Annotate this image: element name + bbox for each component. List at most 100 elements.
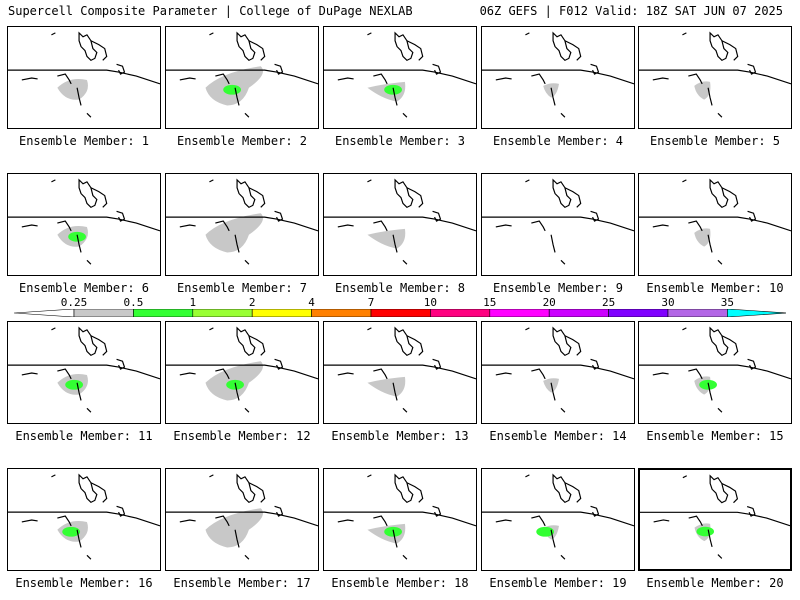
scp-contour-shading xyxy=(694,81,711,100)
member-map-svg xyxy=(639,31,791,118)
member-map-svg xyxy=(8,473,160,560)
scp-contour-shading-green xyxy=(62,526,81,537)
ensemble-member-label: Ensemble Member: 5 xyxy=(649,134,781,148)
legend-swatch xyxy=(192,309,253,317)
ensemble-member-map xyxy=(481,321,635,424)
legend-tick-label: 1 xyxy=(189,296,197,309)
run-valid-time: 06Z GEFS | F012 Valid: 18Z SAT JUN 07 20… xyxy=(479,4,783,18)
legend-swatch xyxy=(133,309,194,317)
legend-tick-label: 20 xyxy=(542,296,556,309)
member-map-svg xyxy=(482,178,634,265)
ensemble-member-map xyxy=(323,26,477,129)
ensemble-member-label: Ensemble Member: 8 xyxy=(334,281,466,295)
member-map-svg xyxy=(324,326,476,413)
ensemble-member-map xyxy=(323,468,477,571)
ensemble-member-label: Ensemble Member: 6 xyxy=(18,281,150,295)
legend-tick-label: 35 xyxy=(720,296,735,309)
ensemble-member-label: Ensemble Member: 17 xyxy=(173,576,311,590)
legend-tick-label: 0.5 xyxy=(123,296,144,309)
legend-swatch xyxy=(14,309,75,317)
legend-swatch xyxy=(370,309,431,317)
ensemble-member-label: Ensemble Member: 20 xyxy=(646,576,784,590)
scp-contour-shading xyxy=(205,508,264,548)
legend-tick-label: 4 xyxy=(308,296,315,309)
legend-swatch xyxy=(727,309,786,317)
legend-tick-label: 25 xyxy=(601,296,616,309)
member-map-svg xyxy=(8,326,160,413)
scp-contour-shading xyxy=(367,376,406,397)
legend-swatch xyxy=(73,309,134,317)
scp-contour-shading-green xyxy=(536,526,555,537)
ensemble-member-map xyxy=(481,26,635,129)
member-map-svg xyxy=(482,31,634,118)
ensemble-member-label: Ensemble Member: 9 xyxy=(492,281,624,295)
ensemble-member-label: Ensemble Member: 7 xyxy=(176,281,308,295)
ensemble-member-map xyxy=(7,26,161,129)
legend-swatch xyxy=(311,309,372,317)
ensemble-member-map xyxy=(165,26,319,129)
member-map-svg xyxy=(482,326,634,413)
ensemble-member-label: Ensemble Member: 4 xyxy=(492,134,624,148)
ensemble-member-map xyxy=(323,321,477,424)
scp-contour-shading-green xyxy=(696,526,715,537)
ensemble-member-label: Ensemble Member: 16 xyxy=(15,576,153,590)
legend-tick-label: 7 xyxy=(367,296,375,309)
ensemble-member-label: Ensemble Member: 19 xyxy=(489,576,627,590)
member-map-svg xyxy=(640,474,790,559)
ensemble-member-map xyxy=(165,173,319,276)
legend-tick-label: 30 xyxy=(661,296,675,309)
ensemble-member-map xyxy=(165,468,319,571)
member-map-svg xyxy=(639,178,791,265)
ensemble-member-map xyxy=(323,173,477,276)
legend-tick-label: 0.25 xyxy=(60,296,88,309)
legend-tick-label: 10 xyxy=(423,296,438,309)
scp-contour-shading-green xyxy=(65,379,84,390)
ensemble-member-map xyxy=(7,468,161,571)
legend-swatch xyxy=(608,309,669,317)
ensemble-member-label: Ensemble Member: 2 xyxy=(176,134,308,148)
ensemble-member-label: Ensemble Member: 14 xyxy=(489,429,627,443)
ensemble-member-label: Ensemble Member: 15 xyxy=(646,429,784,443)
scp-contour-shading xyxy=(205,213,264,253)
legend-color-bar xyxy=(14,309,786,317)
ensemble-member-label: Ensemble Member: 1 xyxy=(18,134,150,148)
legend-swatch xyxy=(430,309,491,317)
ensemble-member-label: Ensemble Member: 10 xyxy=(646,281,784,295)
legend-tick-label: 15 xyxy=(483,296,497,309)
member-map-svg xyxy=(324,473,476,560)
legend-swatch xyxy=(489,309,550,317)
scp-contour-shading xyxy=(367,228,406,249)
legend-swatch xyxy=(548,309,609,317)
ensemble-member-map xyxy=(638,26,792,129)
ensemble-member-label: Ensemble Member: 12 xyxy=(173,429,311,443)
member-map-svg xyxy=(166,178,318,265)
ensemble-member-map xyxy=(165,321,319,424)
scp-contour-shading xyxy=(57,78,88,100)
ensemble-member-map xyxy=(481,468,635,571)
ensemble-member-label: Ensemble Member: 18 xyxy=(331,576,469,590)
map-title: Supercell Composite Parameter | College … xyxy=(8,4,413,18)
ensemble-member-map xyxy=(638,173,792,276)
ensemble-member-map xyxy=(7,321,161,424)
ensemble-member-map xyxy=(7,173,161,276)
member-map-svg xyxy=(166,326,318,413)
ensemble-member-label: Ensemble Member: 11 xyxy=(15,429,153,443)
member-map-svg xyxy=(324,31,476,118)
member-map-svg xyxy=(324,178,476,265)
scp-contour-shading-green xyxy=(223,84,242,95)
member-map-svg xyxy=(8,31,160,118)
scp-contour-shading xyxy=(694,228,711,247)
member-map-svg xyxy=(639,326,791,413)
legend-swatch xyxy=(667,309,728,317)
member-map-svg xyxy=(166,31,318,118)
ensemble-member-label: Ensemble Member: 13 xyxy=(331,429,469,443)
member-map-svg xyxy=(8,178,160,265)
legend-swatch xyxy=(251,309,312,317)
member-map-svg xyxy=(482,473,634,560)
ensemble-member-map xyxy=(638,468,792,571)
ensemble-member-label: Ensemble Member: 3 xyxy=(334,134,466,148)
ensemble-member-map xyxy=(638,321,792,424)
legend-tick-label: 2 xyxy=(248,296,256,309)
member-map-svg xyxy=(166,473,318,560)
ensemble-member-map xyxy=(481,173,635,276)
